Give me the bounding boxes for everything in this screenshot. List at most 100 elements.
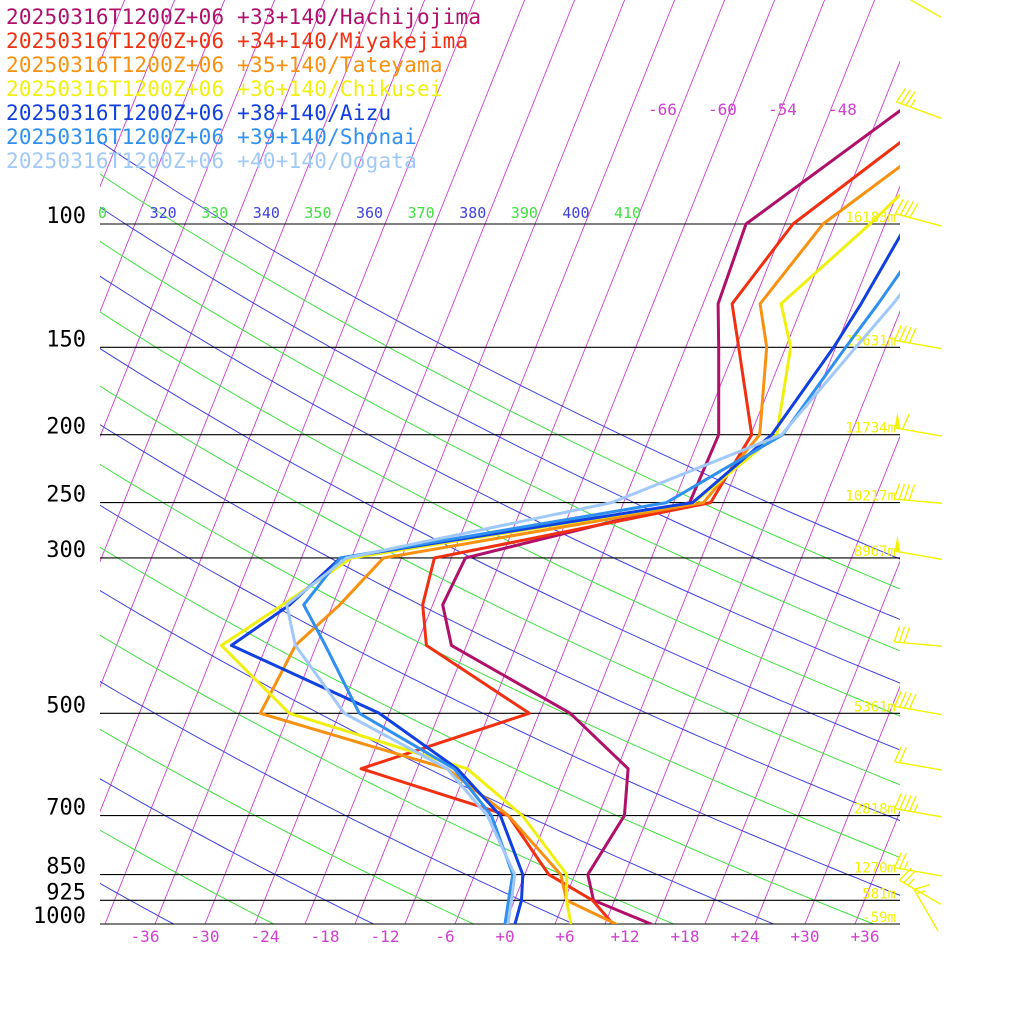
barb-feather <box>903 795 912 811</box>
barb-staff <box>896 101 942 119</box>
temperature-tick-label: -18 <box>311 927 340 946</box>
pressure-label: 850 <box>46 855 86 880</box>
barb-feather <box>900 89 911 104</box>
barb-feather <box>903 692 912 709</box>
barb-feather <box>898 853 907 869</box>
upper-temperature-label: -66 <box>648 100 677 119</box>
theta-label: 320 <box>150 204 177 222</box>
legend: 20250316T1200Z+06 +33+140/Hachijojima202… <box>6 5 481 173</box>
theta-label: 380 <box>459 204 486 222</box>
profile-lines <box>219 108 900 924</box>
pressure-label: 250 <box>46 483 86 508</box>
barb-feather <box>905 91 916 106</box>
dry-adiabat-line <box>100 206 900 621</box>
wind-barb <box>894 412 943 437</box>
barb-staff <box>894 498 943 504</box>
barb-feather <box>898 626 906 643</box>
wind-barb <box>909 0 942 18</box>
temperature-tick-label: +12 <box>611 927 640 946</box>
isobar-lines <box>100 223 900 925</box>
barb-feather <box>908 484 916 501</box>
theta-label: 340 <box>253 204 280 222</box>
legend-entry: 20250316T1200Z+06 +33+140/Hachijojima <box>6 5 481 29</box>
profile-line <box>441 108 900 924</box>
legend-entry: 20250316T1200Z+06 +38+140/Aizu <box>6 101 391 125</box>
isotherm-line <box>905 0 1024 924</box>
isotherm-line <box>854 810 900 924</box>
height-label: 8967m <box>854 544 896 560</box>
barb-feather <box>895 87 907 103</box>
profile-line <box>302 269 900 924</box>
barb-staff <box>894 705 943 716</box>
temperature-tick-label: -30 <box>191 927 220 946</box>
barb-feather <box>908 693 917 710</box>
wind-barb <box>893 852 943 877</box>
pressure-label: 1000 <box>33 904 86 929</box>
isotherm-line <box>1005 0 1024 924</box>
barb-feather <box>893 793 902 809</box>
theta-label: 390 <box>511 204 538 222</box>
barb-staff <box>913 889 939 932</box>
barb-staff <box>894 761 943 771</box>
barb-feather <box>898 747 907 763</box>
theta-label: 0 <box>98 204 107 222</box>
barb-staff <box>894 427 943 437</box>
upper-temperature-label: -60 <box>708 100 737 119</box>
height-label: 2818m <box>854 802 896 818</box>
temperature-tick-label: +24 <box>731 927 760 946</box>
dry-adiabat-line <box>100 778 375 924</box>
pressure-label: 700 <box>46 796 86 821</box>
wind-barb <box>893 324 943 350</box>
wind-barb <box>894 535 943 561</box>
pressure-label: 500 <box>46 693 86 718</box>
wind-barb <box>893 626 943 647</box>
barb-feather <box>899 200 909 216</box>
legend-entry: 20250316T1200Z+06 +39+140/Shonai <box>6 125 417 149</box>
dry-adiabat-line <box>100 504 900 896</box>
barb-feather <box>893 746 902 763</box>
temperature-tick-label: -36 <box>131 927 160 946</box>
isotherm-line <box>804 685 900 924</box>
barb-feather <box>893 483 901 500</box>
isotherm-line <box>100 0 226 313</box>
pressure-label: 150 <box>46 327 86 352</box>
isotherm-line <box>604 185 900 924</box>
wind-barb <box>913 884 939 932</box>
barb-half-feather <box>907 878 915 886</box>
temperature-tick-label: +36 <box>851 927 880 946</box>
barb-half-feather <box>903 860 909 870</box>
barb-feather <box>898 483 906 500</box>
barb-feather <box>898 691 907 708</box>
temperature-tick-label: -24 <box>251 927 280 946</box>
barb-half-feather <box>913 803 919 813</box>
dry-adiabat-line <box>100 882 175 924</box>
theta-label: 400 <box>562 204 589 222</box>
isotherm-line <box>454 0 826 924</box>
legend-entry: 20250316T1200Z+06 +34+140/Miyakejima <box>6 29 468 53</box>
isotherm-line <box>100 0 176 188</box>
barb-feather <box>908 327 917 344</box>
barb-feather <box>893 852 902 868</box>
barb-feather <box>908 795 917 812</box>
barb-feather <box>898 794 907 810</box>
dry-adiabat-line <box>100 463 900 858</box>
dry-adiabat-line <box>100 240 900 652</box>
dry-adiabat-line <box>100 385 900 786</box>
barb-feather <box>903 484 911 501</box>
height-label: 1270m <box>854 861 896 877</box>
temperature-tick-label: +0 <box>495 927 514 946</box>
barb-feather <box>893 626 901 643</box>
barb-half-feather <box>909 99 916 108</box>
height-label: -59m <box>862 910 896 926</box>
barb-feather <box>904 201 914 217</box>
height-label: 581m <box>862 886 896 902</box>
temperature-tick-label: +6 <box>555 927 574 946</box>
barb-staff <box>894 339 943 350</box>
pressure-label: 100 <box>46 204 86 229</box>
theta-label: 410 <box>614 204 641 222</box>
legend-entry: 20250316T1200Z+06 +35+140/Tateyama <box>6 53 443 77</box>
barb-pennant <box>894 535 901 553</box>
dry-adiabat-line <box>100 140 900 560</box>
barb-staff <box>894 807 943 818</box>
